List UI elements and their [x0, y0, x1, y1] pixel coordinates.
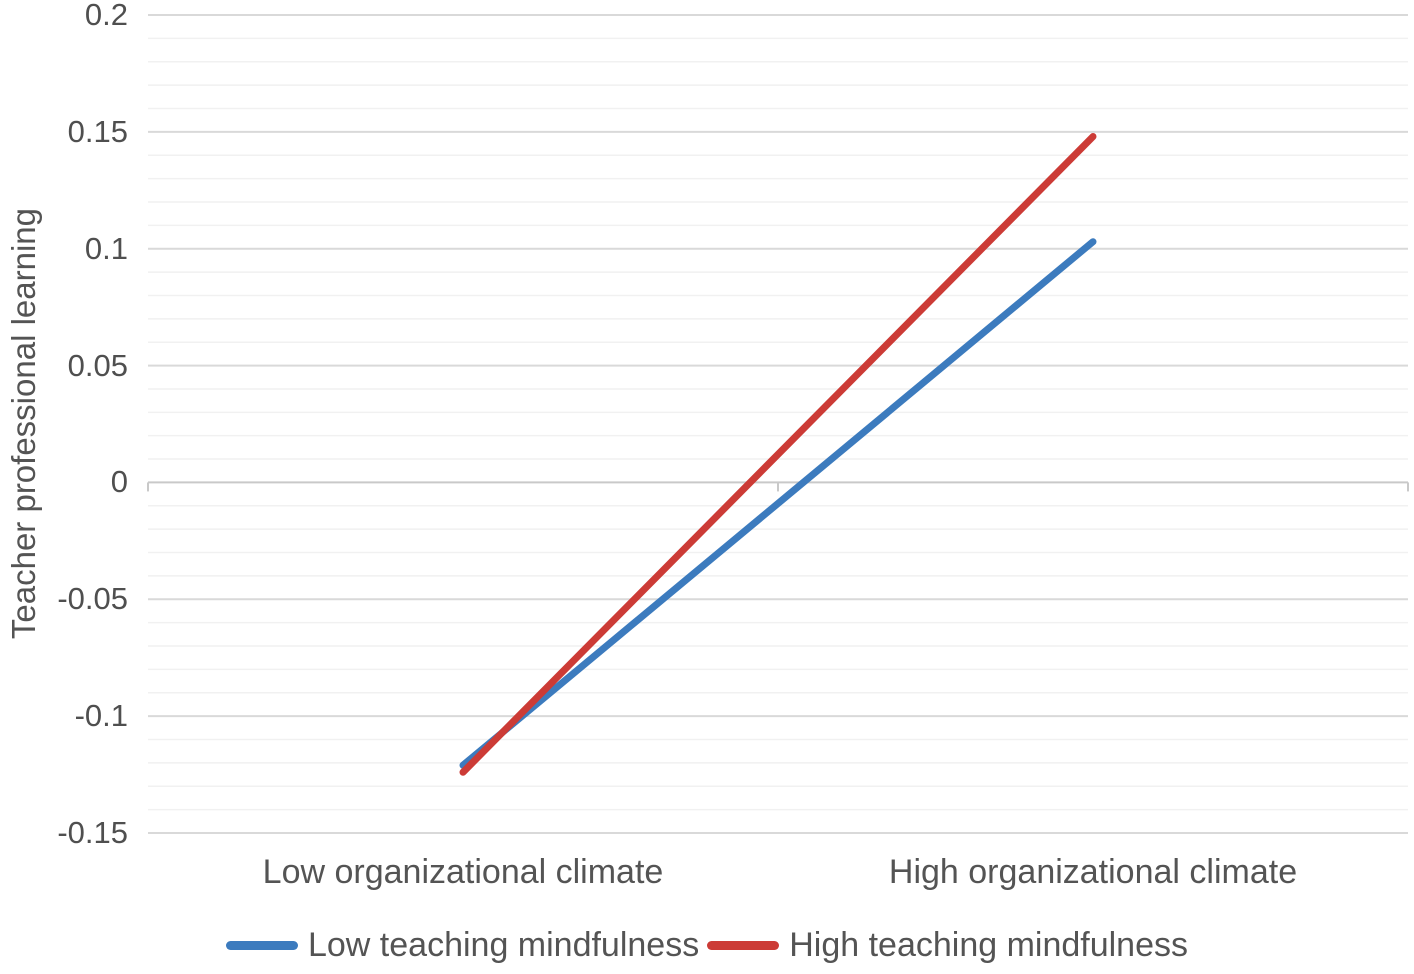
y-tick-label: -0.05 — [57, 581, 128, 617]
y-tick-label: 0 — [110, 464, 128, 500]
chart-canvas — [147, 13, 1409, 834]
y-tick-label: 0.15 — [67, 113, 128, 149]
y-tick-label: 0.05 — [67, 347, 128, 383]
y-axis-tick-labels: 0.2 0.15 0.1 0.05 0 -0.05 -0.1 -0.15 — [0, 0, 128, 850]
x-axis-label-low-climate: Low organizational climate — [262, 853, 664, 891]
legend: Low teaching mindfulness High teaching m… — [0, 926, 1414, 965]
legend-swatch-blue-line-icon — [225, 941, 298, 950]
plot-area — [147, 13, 1409, 834]
y-tick-label: -0.1 — [74, 698, 128, 734]
y-tick-label: -0.15 — [57, 815, 128, 850]
legend-item-high-mindfulness: High teaching mindfulness — [707, 926, 1188, 965]
legend-item-low-mindfulness: Low teaching mindfulness — [225, 926, 700, 965]
y-tick-label: 0.2 — [84, 0, 128, 32]
legend-swatch-red-line-icon — [707, 941, 780, 950]
y-tick-label: 0.1 — [84, 230, 128, 266]
legend-label-high-mindfulness: High teaching mindfulness — [789, 926, 1189, 964]
legend-label-low-mindfulness: Low teaching mindfulness — [307, 926, 700, 964]
x-axis-label-high-climate: High organizational climate — [888, 853, 1298, 891]
